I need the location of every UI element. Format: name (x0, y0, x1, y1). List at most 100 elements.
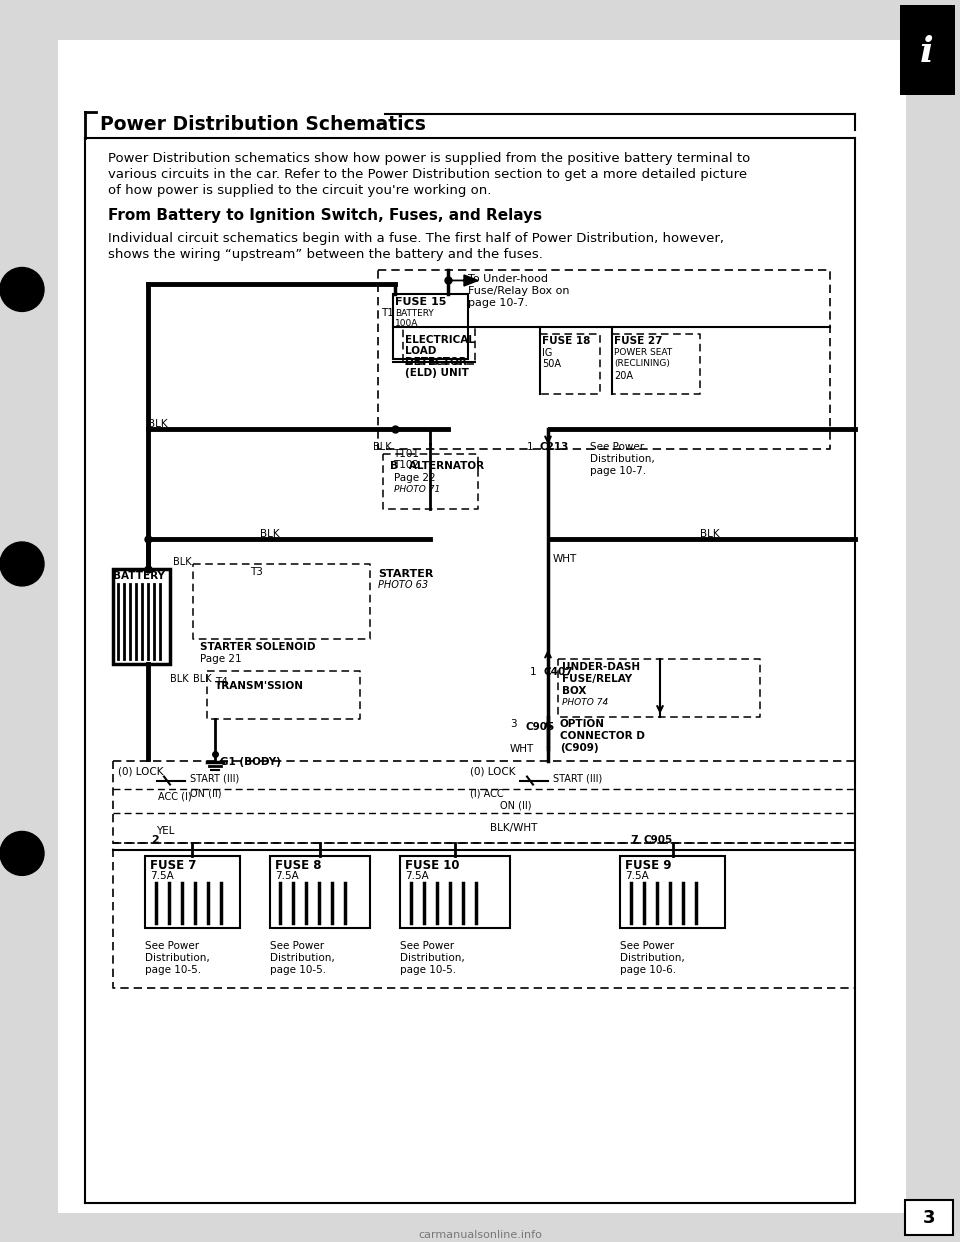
Bar (58, 40, 906, 1212)
Text: i: i (920, 35, 934, 68)
Text: ACC (I): ACC (I) (158, 791, 192, 801)
Text: T3: T3 (250, 566, 263, 578)
Text: FUSE 8: FUSE 8 (275, 859, 322, 872)
Text: T101: T101 (393, 450, 419, 460)
Bar (145, 857, 240, 928)
Text: (C909): (C909) (560, 743, 599, 753)
Text: page 10-6.: page 10-6. (620, 965, 676, 975)
Text: C407: C407 (543, 667, 572, 677)
Text: (0) LOCK: (0) LOCK (470, 766, 516, 776)
Text: STARTER SOLENOID: STARTER SOLENOID (200, 642, 316, 652)
Text: 3: 3 (923, 1208, 935, 1227)
Text: FUSE 15: FUSE 15 (395, 297, 446, 308)
Text: PHOTO 74: PHOTO 74 (562, 698, 609, 707)
Text: BLK: BLK (260, 529, 279, 539)
Bar (620, 857, 725, 928)
Text: Fuse/Relay Box on: Fuse/Relay Box on (468, 287, 569, 297)
Text: BOX: BOX (562, 686, 587, 696)
Text: B   ALTERNATOR: B ALTERNATOR (390, 461, 484, 471)
Text: See Power: See Power (590, 442, 644, 452)
Text: Power Distribution schematics show how power is supplied from the positive batte: Power Distribution schematics show how p… (108, 152, 751, 165)
Text: Distribution,: Distribution, (145, 953, 209, 964)
Text: 100A: 100A (395, 319, 419, 328)
FancyArrow shape (448, 274, 478, 286)
Text: See Power: See Power (620, 941, 674, 951)
Text: BLK: BLK (170, 673, 188, 684)
Text: LOAD: LOAD (405, 347, 437, 356)
Text: Distribution,: Distribution, (620, 953, 684, 964)
Text: of how power is supplied to the circuit you're working on.: of how power is supplied to the circuit … (108, 184, 492, 196)
Text: See Power: See Power (270, 941, 324, 951)
Text: page 10-7.: page 10-7. (590, 466, 646, 476)
Text: Page 22: Page 22 (394, 473, 436, 483)
Text: ON (II): ON (II) (500, 801, 532, 811)
Circle shape (0, 542, 44, 586)
Text: 3: 3 (510, 719, 516, 729)
Text: See Power: See Power (400, 941, 454, 951)
Text: From Battery to Ignition Switch, Fuses, and Relays: From Battery to Ignition Switch, Fuses, … (108, 207, 542, 222)
Bar (113, 569, 170, 663)
Text: page 10-5.: page 10-5. (145, 965, 202, 975)
Text: FUSE 9: FUSE 9 (625, 859, 671, 872)
Text: FUSE 18: FUSE 18 (542, 337, 590, 347)
Text: Distribution,: Distribution, (590, 455, 655, 465)
Text: To Under-hood: To Under-hood (468, 274, 548, 284)
Text: page 10-5.: page 10-5. (400, 965, 456, 975)
Text: Distribution,: Distribution, (270, 953, 335, 964)
Text: 50A: 50A (542, 359, 561, 369)
Text: BLK: BLK (700, 529, 720, 539)
Text: UNDER-DASH: UNDER-DASH (562, 662, 640, 672)
Bar (393, 294, 468, 359)
Text: See Power: See Power (145, 941, 199, 951)
Text: page 10-7.: page 10-7. (468, 298, 528, 308)
Text: 1: 1 (527, 442, 534, 452)
Text: IG: IG (542, 348, 552, 359)
Text: C905: C905 (644, 836, 673, 846)
Text: POWER SEAT: POWER SEAT (614, 348, 672, 358)
Text: 7: 7 (630, 836, 637, 846)
Text: Power Distribution Schematics: Power Distribution Schematics (100, 114, 426, 134)
Text: G1 (BODY): G1 (BODY) (220, 756, 281, 766)
Text: CONNECTOR D: CONNECTOR D (560, 730, 645, 740)
Text: BATTERY: BATTERY (395, 309, 434, 318)
Text: START (III): START (III) (190, 774, 239, 784)
Text: FUSE/RELAY: FUSE/RELAY (562, 673, 632, 684)
Text: (RECLINING): (RECLINING) (614, 359, 670, 369)
Text: BLK: BLK (173, 556, 192, 566)
Text: BLK: BLK (193, 673, 211, 684)
Text: WHT: WHT (510, 744, 535, 754)
Text: 7.5A: 7.5A (150, 872, 174, 882)
Text: BATTERY: BATTERY (113, 571, 165, 581)
Text: WHT: WHT (553, 554, 577, 564)
Text: 7.5A: 7.5A (275, 872, 299, 882)
Text: (ELD) UNIT: (ELD) UNIT (405, 369, 468, 379)
Text: YEL: YEL (156, 826, 175, 836)
Text: 20A: 20A (614, 371, 633, 381)
Text: T102: T102 (393, 460, 419, 471)
Text: 7.5A: 7.5A (405, 872, 429, 882)
Bar (905, 1200, 953, 1235)
Text: page 10-5.: page 10-5. (270, 965, 326, 975)
Text: carmanualsonline.info: carmanualsonline.info (418, 1230, 542, 1240)
Text: T4: T4 (215, 677, 228, 687)
Text: BLK: BLK (148, 420, 168, 430)
Text: FUSE 7: FUSE 7 (150, 859, 197, 872)
Circle shape (0, 831, 44, 876)
Bar (900, 5, 955, 94)
Text: FUSE 27: FUSE 27 (614, 337, 662, 347)
Text: STARTER: STARTER (378, 569, 433, 579)
Text: PHOTO 71: PHOTO 71 (394, 486, 441, 494)
Text: Distribution,: Distribution, (400, 953, 465, 964)
Text: various circuits in the car. Refer to the Power Distribution section to get a mo: various circuits in the car. Refer to th… (108, 168, 747, 180)
Text: 1: 1 (530, 667, 537, 677)
Text: (0) LOCK: (0) LOCK (118, 766, 163, 776)
Text: 7.5A: 7.5A (625, 872, 649, 882)
Text: BLK/WHT: BLK/WHT (490, 823, 538, 833)
Text: T1: T1 (381, 308, 394, 318)
Text: C213: C213 (540, 442, 569, 452)
Text: PHOTO 63: PHOTO 63 (378, 580, 428, 590)
Text: (I) ACC: (I) ACC (470, 789, 504, 799)
Text: C905: C905 (525, 722, 554, 732)
Text: 2: 2 (151, 836, 158, 846)
Bar (400, 857, 510, 928)
